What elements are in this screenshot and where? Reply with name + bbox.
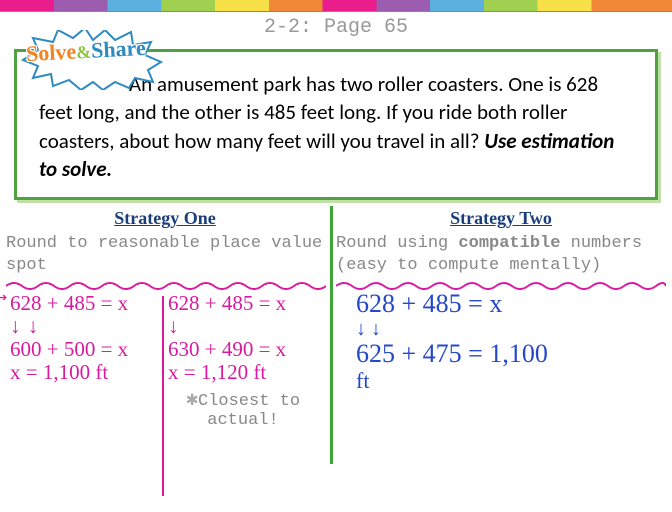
s2-line1: 628 + 485 = x [356,290,666,319]
strategy-two-work: 628 + 485 = x ↓ ↓ 625 + 475 = 1,100 ft [336,290,666,393]
solve-and-share-badge: Solve&Share [8,30,178,90]
strategy-two-column: Strategy Two Round using compatible numb… [330,206,672,486]
strategy-one-column: Strategy One Round to reasonable place v… [0,206,330,486]
squiggle-divider-magenta [6,280,324,288]
strategy-two-title: Strategy Two [336,208,666,229]
s1a-line3: x = 1,100 ft [10,361,160,384]
asterisk-icon: ✱ [186,390,198,412]
strategy-one-work-b: 628 + 485 = x ↓ 630 + 490 = x x = 1,120 … [164,290,322,433]
s2-line3: ft [356,369,666,393]
s2-desc-bold: compatible [458,234,560,253]
badge-share-text: Share [90,35,146,63]
strategy-one-title: Strategy One [6,208,324,229]
strategy-two-description: Round using compatible numbers (easy to … [336,233,666,277]
s2-arrows: ↓ ↓ [356,318,666,340]
s1a-line1: 628 + 485 = x [10,292,160,315]
strategies-container: Strategy One Round to reasonable place v… [0,206,672,486]
s1b-arrows: ↓ [168,315,318,338]
s1b-line1: 628 + 485 = x [168,292,318,315]
s1a-arrows: ↓ ↓ [10,315,160,338]
s2-line2: 625 + 475 = 1,100 [356,340,666,369]
strategy-one-work-a: ➔ 628 + 485 = x ↓ ↓ 600 + 500 = x x = 1,… [6,290,164,433]
s1a-line2: 600 + 500 = x [10,338,160,361]
s2-desc-pre: Round using [336,234,458,253]
inner-divider-magenta [162,296,164,496]
badge-amp-text: & [76,42,92,63]
s1b-line2: 630 + 490 = x [168,338,318,361]
closest-text: Closest to actual! [198,392,300,430]
rainbow-top-border [0,0,672,12]
closest-note: ✱Closest to actual! [168,390,318,431]
s1b-line3: x = 1,120 ft [168,361,318,384]
squiggle-divider-magenta-right [336,280,666,288]
badge-solve-text: Solve [25,39,76,67]
strategy-one-description: Round to reasonable place value spot [6,233,324,277]
